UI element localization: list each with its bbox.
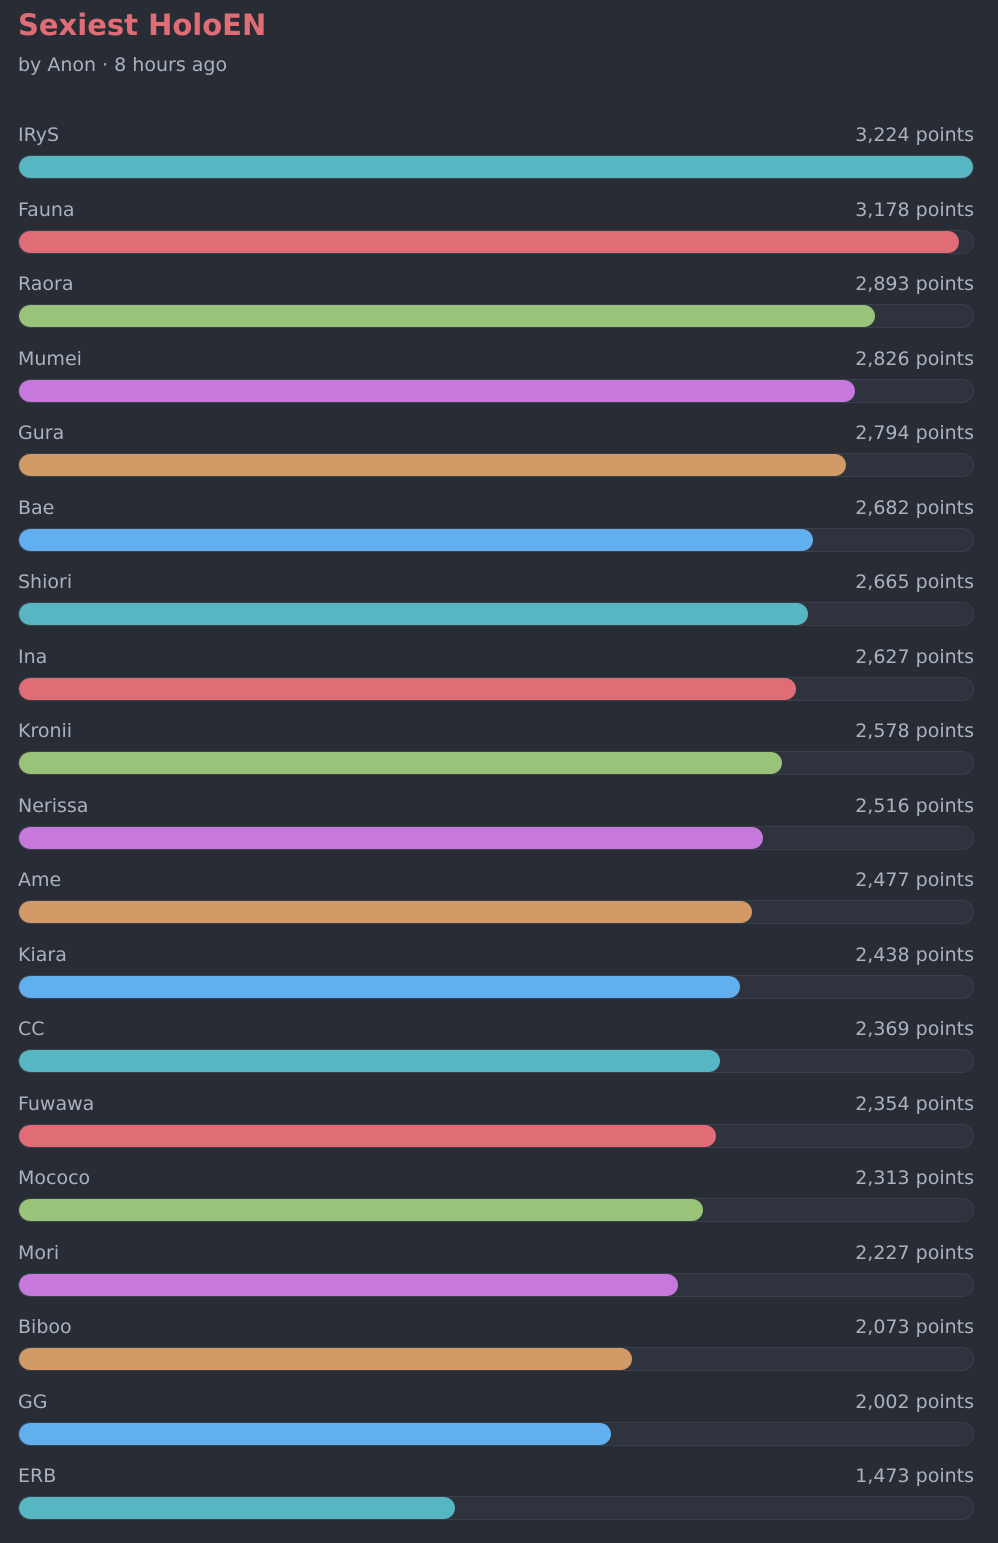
bar-track	[18, 1496, 974, 1520]
bar-track	[18, 304, 974, 328]
poll-title: Sexiest HoloEN	[18, 8, 267, 42]
option-label: Bae	[18, 496, 55, 519]
bar-track	[18, 751, 974, 775]
poll-option: Raora 2,893 points	[18, 269, 974, 344]
poll-option: GG 2,002 points	[18, 1387, 974, 1462]
poll-options-list: IRyS 3,224 points Fauna 3,178 points Raora 2,…	[18, 120, 974, 1536]
option-points: 2,665 points	[855, 571, 974, 593]
option-points: 2,002 points	[855, 1390, 974, 1413]
poll-option: Kronii 2,578 points	[18, 716, 974, 791]
option-label: Raora	[18, 273, 74, 295]
poll-option: Nerissa 2,516 points	[18, 791, 974, 866]
bar-fill	[19, 1348, 632, 1370]
option-label: Mococo	[18, 1167, 91, 1189]
poll-option: Bae 2,682 points	[18, 493, 974, 568]
option-label: Shiori	[18, 571, 73, 593]
option-label: Kronii	[18, 720, 73, 742]
option-points: 2,477 points	[855, 869, 974, 891]
poll-option: Biboo 2,073 points	[18, 1312, 974, 1387]
option-label: Ina	[18, 645, 48, 668]
bar-fill	[19, 305, 875, 327]
option-points: 2,073 points	[855, 1316, 974, 1338]
poll-option: ERB 1,473 points	[18, 1461, 974, 1536]
bar-track	[18, 1272, 974, 1297]
option-points: 2,893 points	[855, 273, 974, 295]
option-points: 2,354 points	[855, 1092, 974, 1115]
poll-option: Mococo 2,313 points	[18, 1163, 974, 1238]
bar-fill	[19, 230, 959, 253]
bar-fill	[19, 1124, 716, 1147]
option-label: Mori	[18, 1241, 60, 1264]
option-points: 1,473 points	[855, 1465, 974, 1487]
bar-track	[18, 1198, 974, 1222]
poll-option: Gura 2,794 points	[18, 418, 974, 493]
poll-option: CC 2,369 points	[18, 1014, 974, 1089]
option-points: 2,369 points	[855, 1018, 974, 1040]
bar-track	[18, 676, 974, 701]
option-points: 2,794 points	[855, 422, 974, 444]
bar-track	[18, 229, 974, 254]
option-points: 2,516 points	[855, 794, 974, 817]
poll-option: Fauna 3,178 points	[18, 195, 974, 270]
bar-fill	[19, 677, 796, 700]
bar-fill	[19, 1422, 611, 1445]
option-label: Nerissa	[18, 794, 89, 817]
option-label: IRyS	[18, 124, 60, 146]
poll-option: Fuwawa 2,354 points	[18, 1089, 974, 1164]
bar-fill	[19, 901, 752, 923]
bar-track	[18, 1049, 974, 1073]
poll-option: Kiara 2,438 points	[18, 940, 974, 1015]
option-label: Fauna	[18, 198, 75, 221]
bar-fill	[19, 603, 808, 625]
bar-track	[18, 378, 974, 403]
bar-track	[18, 974, 974, 999]
bar-track	[18, 1123, 974, 1148]
option-label: Mumei	[18, 347, 82, 370]
bar-fill	[19, 1050, 720, 1072]
bar-fill	[19, 156, 973, 178]
option-label: ERB	[18, 1465, 57, 1487]
option-points: 2,313 points	[855, 1167, 974, 1189]
poll-meta: by Anon · 8 hours ago	[18, 54, 228, 76]
option-points: 3,224 points	[855, 124, 974, 146]
bar-fill	[19, 826, 763, 849]
option-label: GG	[18, 1390, 48, 1413]
option-label: Gura	[18, 422, 65, 444]
bar-track	[18, 1347, 974, 1371]
poll-option: Mori 2,227 points	[18, 1238, 974, 1313]
option-points: 2,627 points	[855, 645, 974, 668]
bar-fill	[19, 1273, 678, 1296]
option-points: 2,578 points	[855, 720, 974, 742]
bar-fill	[19, 1497, 455, 1519]
option-label: Kiara	[18, 943, 67, 966]
option-label: Ame	[18, 869, 62, 891]
bar-fill	[19, 454, 846, 476]
option-points: 3,178 points	[855, 198, 974, 221]
poll-option: Ina 2,627 points	[18, 642, 974, 717]
option-points: 2,438 points	[855, 943, 974, 966]
poll-option: IRyS 3,224 points	[18, 120, 974, 195]
bar-fill	[19, 379, 855, 402]
bar-track	[18, 602, 974, 626]
option-points: 2,826 points	[855, 347, 974, 370]
bar-track	[18, 155, 974, 179]
bar-track	[18, 1421, 974, 1446]
option-label: Biboo	[18, 1316, 72, 1338]
bar-track	[18, 900, 974, 924]
option-points: 2,227 points	[855, 1241, 974, 1264]
poll-option: Shiori 2,665 points	[18, 567, 974, 642]
bar-track	[18, 825, 974, 850]
option-label: CC	[18, 1018, 45, 1040]
bar-fill	[19, 1199, 703, 1221]
option-label: Fuwawa	[18, 1092, 95, 1115]
option-points: 2,682 points	[855, 496, 974, 519]
bar-fill	[19, 975, 740, 998]
poll-option: Ame 2,477 points	[18, 865, 974, 940]
bar-fill	[19, 752, 782, 774]
bar-fill	[19, 528, 813, 551]
poll-option: Mumei 2,826 points	[18, 344, 974, 419]
bar-track	[18, 453, 974, 477]
bar-track	[18, 527, 974, 552]
